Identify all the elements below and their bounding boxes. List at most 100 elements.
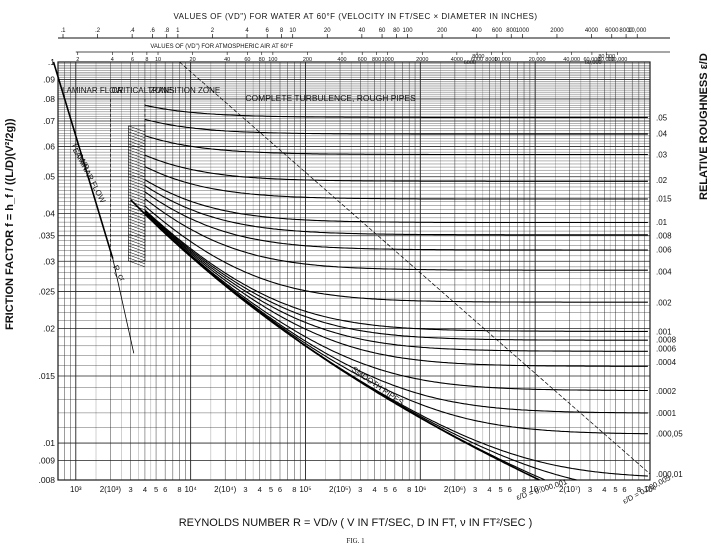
critical-zone-hatch — [128, 158, 146, 166]
critical-zone-hatch — [128, 221, 146, 229]
critical-zone-hatch — [128, 173, 146, 181]
critical-zone-hatch — [128, 218, 146, 226]
water-scale-label: 6 — [266, 28, 270, 34]
critical-zone-hatch — [128, 185, 146, 193]
y-tick-label: .04 — [43, 209, 55, 219]
roughness-curve — [144, 118, 648, 135]
critical-zone-hatch — [128, 233, 146, 241]
roughness-label: .04 — [656, 130, 668, 139]
y-tick-label: .008 — [38, 475, 55, 485]
critical-zone-hatch — [128, 188, 146, 196]
water-scale-label: 800 — [506, 28, 517, 34]
x-tick-label: 5 — [269, 485, 273, 494]
water-scale-label: 2000 — [550, 28, 564, 34]
critical-zone-hatch — [128, 197, 146, 205]
roughness-label: .02 — [656, 176, 668, 185]
x-tick-label: 6 — [163, 485, 167, 494]
roughness-label: .000,01 — [656, 470, 683, 479]
smooth-pipe-curve — [130, 199, 540, 481]
x-tick-label: 3 — [588, 485, 592, 494]
transition-zone-label: TRANSITION ZONE — [147, 86, 220, 95]
x-tick-label: 10⁸ — [644, 485, 656, 494]
water-scale-label: 10,000 — [628, 28, 647, 34]
roughness-label: .000,05 — [656, 429, 683, 438]
critical-zone-hatch — [128, 254, 146, 262]
roughness-label: .0004 — [656, 358, 677, 367]
x-tick-label: 10⁴ — [184, 485, 197, 494]
figure-caption: FIG. 1 — [346, 537, 365, 545]
roughness-curve — [144, 191, 648, 251]
critical-zone-hatch — [128, 227, 146, 235]
roughness-label: .004 — [656, 267, 672, 276]
critical-zone-hatch — [128, 161, 146, 169]
x-tick-label: 2(10⁷) — [559, 485, 581, 494]
rcrit-label: R_cr — [111, 264, 127, 283]
critical-zone-hatch — [128, 194, 146, 202]
x-tick-label: 3 — [358, 485, 362, 494]
x-tick-label: 4 — [373, 485, 377, 494]
critical-zone-hatch — [128, 170, 146, 178]
air-scale-label: 100,000 — [607, 57, 627, 63]
critical-zone-hatch — [128, 203, 146, 211]
x-tick-label: 4 — [258, 485, 262, 494]
y-tick-label: .05 — [43, 172, 55, 182]
critical-zone-hatch — [128, 260, 146, 268]
x-tick-label: 5 — [613, 485, 617, 494]
air-scale-label: 40 — [224, 57, 230, 63]
roughness-label: .0006 — [656, 345, 677, 354]
air-scale-label: 8000 — [485, 57, 497, 63]
water-scale-label: 1000 — [516, 28, 530, 34]
critical-zone-hatch — [128, 152, 146, 160]
critical-zone-hatch — [128, 209, 146, 217]
roughness-curve — [144, 213, 648, 414]
x-tick-label: 8 — [407, 485, 411, 494]
y-tick-label: .07 — [43, 116, 55, 126]
water-scale-label: 4000 — [585, 28, 599, 34]
roughness-curve — [144, 154, 648, 182]
y-tick-label: .06 — [43, 142, 55, 152]
critical-zone-box — [128, 125, 146, 262]
air-scale-label: 600 — [358, 57, 367, 63]
air-scale-label: 200 — [303, 57, 312, 63]
water-scale-label: 8000 — [619, 28, 633, 34]
critical-zone-hatch — [128, 143, 146, 151]
water-scale-label: 200 — [437, 28, 448, 34]
critical-zone-hatch — [128, 179, 146, 187]
roughness-label: .002 — [656, 298, 672, 307]
critical-zone-hatch — [128, 167, 146, 175]
x-tick-label: 5 — [499, 485, 503, 494]
water-scale-label: .2 — [95, 28, 101, 34]
critical-zone-hatch — [128, 212, 146, 220]
air-scale-label: 1000 — [382, 57, 394, 63]
roughness-curve — [144, 212, 648, 367]
water-scale-label: .4 — [130, 28, 136, 34]
water-scale-title: VALUES OF (VD") FOR WATER AT 60°F (VELOC… — [173, 12, 538, 21]
air-scale-label: 20,000 — [529, 57, 546, 63]
air-scale-label: 6000 — [471, 57, 483, 63]
y-tick-label: .1 — [48, 57, 55, 67]
x-tick-label: 4 — [602, 485, 606, 494]
critical-zone-hatch — [128, 248, 146, 256]
y-tick-label: .01 — [43, 438, 55, 448]
roughness-curve — [144, 212, 648, 392]
roughness-curve — [144, 209, 648, 332]
critical-zone-hatch — [128, 239, 146, 247]
roughness-label: .008 — [656, 232, 672, 241]
air-extra-label: 6000 — [464, 60, 476, 66]
x-tick-label: 6 — [508, 485, 512, 494]
critical-zone-hatch — [128, 230, 146, 238]
air-scale-label: 10,000 — [494, 57, 511, 63]
air-extra-label: 60,000 — [585, 60, 602, 66]
water-scale-label: .8 — [164, 28, 170, 34]
air-scale-label: 400 — [337, 57, 346, 63]
roughness-curve — [144, 213, 545, 481]
x-tick-label: 2(10⁶) — [444, 485, 466, 494]
roughness-label: .03 — [656, 151, 668, 160]
roughness-label: .0008 — [656, 335, 677, 344]
air-scale-label: 2000 — [416, 57, 428, 63]
roughness-curve — [144, 198, 648, 271]
y-tick-label: .015 — [38, 371, 55, 381]
air-scale-label: 40,000 — [563, 57, 580, 63]
water-scale-label: 60 — [379, 28, 386, 34]
